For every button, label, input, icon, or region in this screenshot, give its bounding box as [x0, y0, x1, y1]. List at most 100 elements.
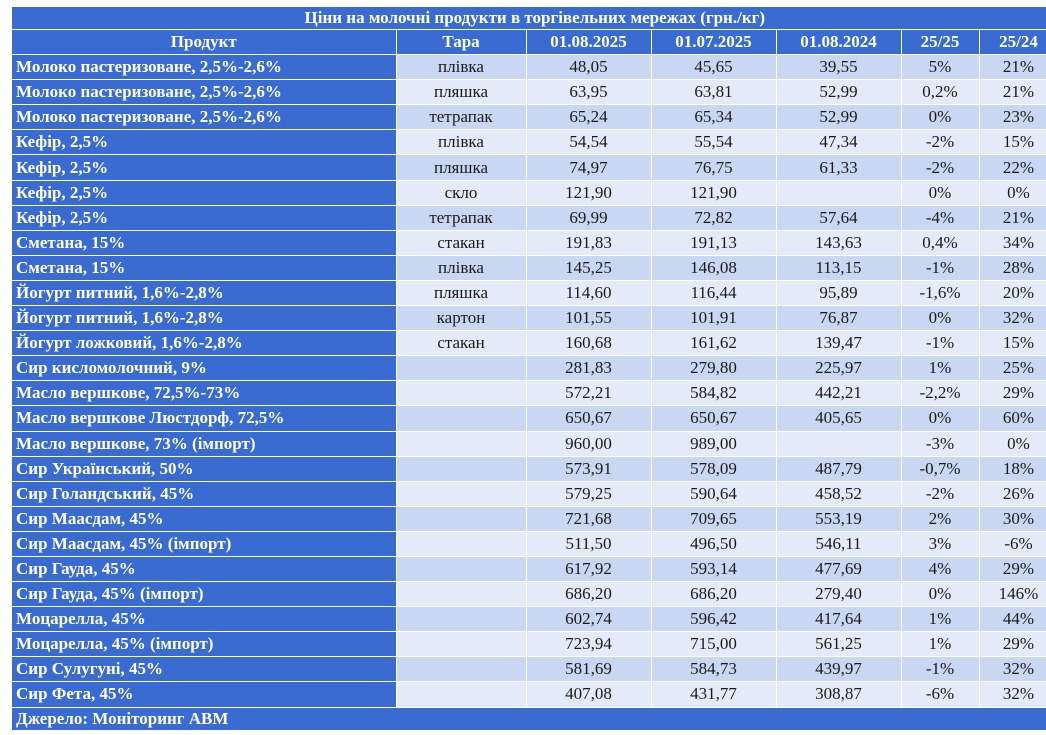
packaging-cell: плівка — [396, 54, 527, 81]
price-2025-08-cell: 723,94 — [526, 631, 652, 658]
price-2024-08-cell: 487,79 — [776, 456, 902, 482]
product-name-cell: Кефір, 2,5% — [12, 154, 397, 181]
product-name-cell: Йогурт питний, 1,6%-2,8% — [12, 305, 397, 332]
change-year-cell: 32% — [979, 305, 1046, 332]
product-name-cell: Кефір, 2,5% — [12, 205, 397, 231]
change-month-cell: 2% — [901, 506, 980, 532]
price-2025-08-cell: 573,91 — [526, 456, 652, 482]
price-2025-07-cell: 55,54 — [651, 129, 777, 156]
price-2024-08-cell: 279,40 — [776, 581, 902, 608]
column-header-change-mom: 25/25 — [901, 29, 980, 56]
price-2025-07-cell: 496,50 — [651, 531, 777, 557]
table-row: Сир Фета, 45% 407,08 431,77 308,87 -6% 32% — [12, 681, 1046, 708]
product-name-cell: Сир кисломолочний, 9% — [12, 355, 397, 382]
price-2024-08-cell — [776, 180, 902, 206]
price-2024-08-cell: 442,21 — [776, 380, 902, 407]
product-name-cell: Сметана, 15% — [12, 230, 397, 256]
table-body: Молоко пастеризоване, 2,5%-2,6% плівка 48,… — [12, 54, 1046, 708]
change-year-cell: 20% — [979, 280, 1046, 307]
price-2025-07-cell: 146,08 — [651, 255, 777, 281]
price-2025-08-cell: 686,20 — [526, 581, 652, 608]
product-name-cell: Сметана, 15% — [12, 255, 397, 281]
change-year-cell: 34% — [979, 230, 1046, 256]
packaging-cell: пляшка — [396, 154, 527, 181]
change-year-cell: 15% — [979, 129, 1046, 156]
change-month-cell: -4% — [901, 205, 980, 231]
price-2025-08-cell: 511,50 — [526, 531, 652, 557]
table-row: Масло вершкове, 72,5%-73% 572,21 584,82 442… — [12, 380, 1046, 407]
change-year-cell: 29% — [979, 631, 1046, 658]
price-2024-08-cell: 553,19 — [776, 506, 902, 532]
change-year-cell: 28% — [979, 255, 1046, 281]
change-month-cell: 0% — [901, 180, 980, 206]
price-2025-07-cell: 101,91 — [651, 305, 777, 332]
table-row: Моцарелла, 45% (імпорт) 723,94 715,00 561,2… — [12, 631, 1046, 658]
column-header-row: Продукт Тара 01.08.2025 01.07.2025 01.08… — [12, 29, 1046, 56]
table-title-row: Ціни на молочні продукти в торгівельних … — [12, 7, 1046, 30]
price-2024-08-cell: 439,97 — [776, 656, 902, 683]
packaging-cell — [396, 456, 527, 482]
table-row: Йогурт питний, 1,6%-2,8% пляшка 114,60 116,… — [12, 280, 1046, 307]
change-month-cell: 4% — [901, 556, 980, 583]
packaging-cell — [396, 531, 527, 557]
product-name-cell: Молоко пастеризоване, 2,5%-2,6% — [12, 79, 397, 106]
price-2025-08-cell: 602,74 — [526, 606, 652, 633]
product-name-cell: Сир Сулугуні, 45% — [12, 656, 397, 683]
table-row: Сир Маасдам, 45% (імпорт) 511,50 496,50 546… — [12, 531, 1046, 557]
price-2025-08-cell: 114,60 — [526, 280, 652, 307]
change-year-cell: 29% — [979, 380, 1046, 407]
price-2025-08-cell: 48,05 — [526, 54, 652, 81]
change-year-cell: 146% — [979, 581, 1046, 608]
price-2025-07-cell: 191,13 — [651, 230, 777, 256]
price-2025-07-cell: 76,75 — [651, 154, 777, 181]
price-2024-08-cell — [776, 431, 902, 457]
price-2025-07-cell: 72,82 — [651, 205, 777, 231]
column-header-packaging: Тара — [396, 29, 527, 56]
change-year-cell: 30% — [979, 506, 1046, 532]
price-2025-08-cell: 101,55 — [526, 305, 652, 332]
change-month-cell: -2,2% — [901, 380, 980, 407]
product-name-cell: Моцарелла, 45% (імпорт) — [12, 631, 397, 658]
packaging-cell — [396, 631, 527, 658]
change-month-cell: 3% — [901, 531, 980, 557]
change-month-cell: -1% — [901, 330, 980, 357]
change-month-cell: 1% — [901, 606, 980, 633]
change-year-cell: 32% — [979, 681, 1046, 708]
change-year-cell: 25% — [979, 355, 1046, 382]
price-2024-08-cell: 52,99 — [776, 79, 902, 106]
change-month-cell: -2% — [901, 154, 980, 181]
product-name-cell: Кефір, 2,5% — [12, 129, 397, 156]
change-month-cell: -1% — [901, 656, 980, 683]
column-header-change-yoy: 25/24 — [979, 29, 1046, 56]
product-name-cell: Кефір, 2,5% — [12, 180, 397, 206]
change-year-cell: 44% — [979, 606, 1046, 633]
packaging-cell: стакан — [396, 230, 527, 256]
table-row: Молоко пастеризоване, 2,5%-2,6% плівка 48,… — [12, 54, 1046, 81]
column-header-date-3: 01.08.2024 — [776, 29, 902, 56]
product-name-cell: Сир Маасдам, 45% — [12, 506, 397, 532]
price-2024-08-cell: 39,55 — [776, 54, 902, 81]
packaging-cell: плівка — [396, 129, 527, 156]
price-2025-07-cell: 121,90 — [651, 180, 777, 206]
change-month-cell: 1% — [901, 631, 980, 658]
price-2025-08-cell: 145,25 — [526, 255, 652, 281]
price-2025-07-cell: 161,62 — [651, 330, 777, 357]
price-2025-07-cell: 116,44 — [651, 280, 777, 307]
change-year-cell: 23% — [979, 104, 1046, 131]
price-2025-07-cell: 686,20 — [651, 581, 777, 608]
packaging-cell — [396, 581, 527, 608]
column-header-date-2: 01.07.2025 — [651, 29, 777, 56]
price-2025-07-cell: 715,00 — [651, 631, 777, 658]
packaging-cell: плівка — [396, 255, 527, 281]
change-month-cell: 0% — [901, 104, 980, 131]
product-name-cell: Йогурт ложковий, 1,6%-2,8% — [12, 330, 397, 357]
change-month-cell: -0,7% — [901, 456, 980, 482]
price-2025-08-cell: 69,99 — [526, 205, 652, 231]
price-2024-08-cell: 61,33 — [776, 154, 902, 181]
change-year-cell: 29% — [979, 556, 1046, 583]
table-row: Сир Голандський, 45% 579,25 590,64 458,52 -2… — [12, 481, 1046, 507]
price-2025-08-cell: 650,67 — [526, 405, 652, 432]
change-month-cell: -1% — [901, 255, 980, 281]
packaging-cell — [396, 506, 527, 532]
product-name-cell: Масло вершкове, 72,5%-73% — [12, 380, 397, 407]
